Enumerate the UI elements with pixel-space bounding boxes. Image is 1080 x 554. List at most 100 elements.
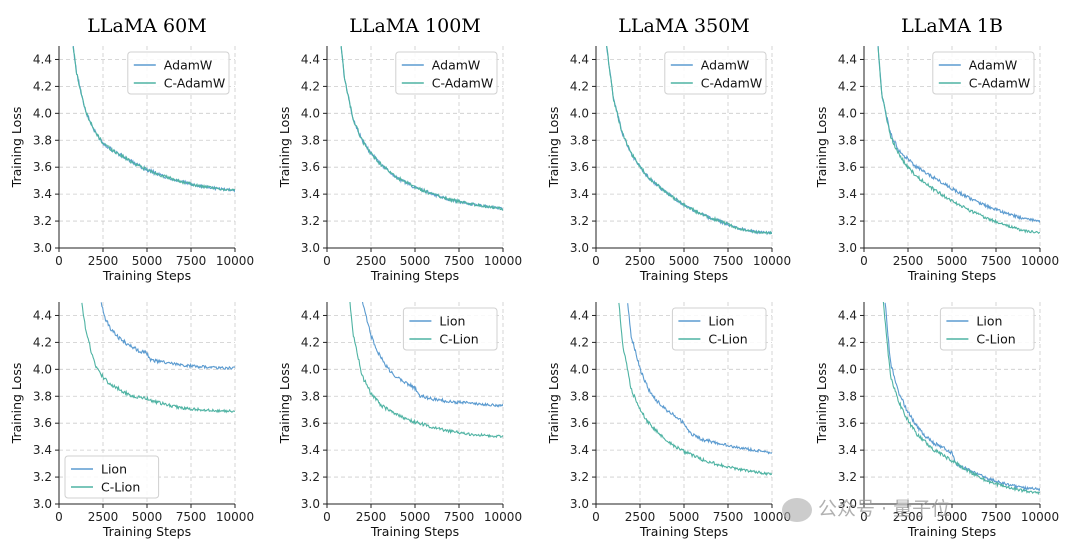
legend-label: C-AdamW bbox=[432, 76, 493, 91]
column-title: LLaMA 350M bbox=[618, 15, 750, 37]
x-axis-label: Training Steps bbox=[639, 268, 728, 283]
chart-panel: 0 2500 5000 7500 10000 3.0 3.2 3.4 3.6 3.8 4.0 4.2 4… bbox=[814, 46, 1059, 283]
y-tick-label: 3.4 bbox=[838, 187, 857, 201]
x-tick-label: 7500 bbox=[981, 510, 1012, 524]
y-tick-label: 3.4 bbox=[33, 187, 52, 201]
y-axis-label: Training Loss bbox=[9, 363, 24, 445]
column-title: LLaMA 1B bbox=[901, 15, 1003, 37]
y-axis-label: Training Loss bbox=[9, 107, 24, 189]
legend-label: AdamW bbox=[701, 58, 749, 73]
y-tick-label: 4.4 bbox=[301, 308, 320, 322]
series-line-lion bbox=[361, 302, 503, 408]
x-tick-label: 5000 bbox=[937, 510, 968, 524]
legend: Lion C-Lion bbox=[671, 307, 767, 351]
x-tick-label: 7500 bbox=[176, 510, 207, 524]
legend: AdamW C-AdamW bbox=[395, 51, 498, 95]
y-tick-label: 4.0 bbox=[838, 362, 857, 376]
legend: AdamW C-AdamW bbox=[127, 51, 230, 95]
y-tick-label: 3.6 bbox=[301, 416, 320, 430]
x-tick-label: 7500 bbox=[713, 254, 744, 268]
x-tick-label: 7500 bbox=[981, 254, 1012, 268]
x-tick-label: 5000 bbox=[132, 510, 163, 524]
x-tick-label: 5000 bbox=[400, 510, 431, 524]
y-tick-label: 4.4 bbox=[838, 52, 857, 66]
y-tick-label: 4.2 bbox=[838, 335, 857, 349]
y-tick-label: 4.0 bbox=[838, 106, 857, 120]
y-tick-label: 3.8 bbox=[33, 133, 52, 147]
y-tick-label: 3.4 bbox=[301, 187, 320, 201]
y-tick-label: 3.2 bbox=[301, 470, 320, 484]
y-tick-label: 3.2 bbox=[33, 214, 52, 228]
chart-panel: 0 2500 5000 7500 10000 3.0 3.2 3.4 3.6 3.8 4.0 4.2 4… bbox=[814, 302, 1059, 539]
series-line-c-lion bbox=[882, 302, 1040, 496]
legend-label: Lion bbox=[101, 462, 127, 477]
y-tick-label: 3.4 bbox=[301, 443, 320, 457]
x-axis-label: Training Steps bbox=[907, 524, 996, 539]
series-line-lion bbox=[627, 303, 772, 455]
y-tick-label: 3.2 bbox=[838, 470, 857, 484]
x-tick-label: 10000 bbox=[1021, 510, 1059, 524]
legend: AdamW C-AdamW bbox=[932, 51, 1035, 95]
x-axis-label: Training Steps bbox=[102, 524, 191, 539]
legend: AdamW C-AdamW bbox=[664, 51, 767, 95]
y-tick-label: 3.2 bbox=[570, 470, 589, 484]
series-line-adamw bbox=[72, 46, 235, 193]
x-tick-label: 2500 bbox=[625, 510, 656, 524]
y-tick-label: 4.0 bbox=[33, 106, 52, 120]
watermark: 公众号 · 量子位 bbox=[782, 494, 950, 522]
y-tick-label: 4.2 bbox=[301, 335, 320, 349]
legend: Lion C-Lion bbox=[402, 307, 498, 351]
column-title: LLaMA 100M bbox=[349, 15, 481, 37]
y-tick-label: 3.4 bbox=[33, 443, 52, 457]
y-tick-label: 3.6 bbox=[33, 416, 52, 430]
legend: Lion C-Lion bbox=[64, 455, 160, 499]
y-tick-label: 4.2 bbox=[33, 79, 52, 93]
y-tick-label: 4.0 bbox=[570, 106, 589, 120]
legend-label: Lion bbox=[439, 314, 465, 329]
wechat-icon bbox=[782, 497, 812, 522]
y-axis-label: Training Loss bbox=[814, 107, 829, 189]
y-tick-label: 3.8 bbox=[301, 389, 320, 403]
x-tick-label: 7500 bbox=[444, 510, 475, 524]
chart-panel: 0 2500 5000 7500 10000 3.0 3.2 3.4 3.6 3.8 4.0 4.2 4… bbox=[277, 302, 522, 539]
x-tick-label: 2500 bbox=[893, 510, 924, 524]
x-tick-label: 5000 bbox=[400, 254, 431, 268]
legend-label: C-Lion bbox=[439, 332, 478, 347]
x-tick-label: 0 bbox=[323, 510, 331, 524]
x-tick-label: 5000 bbox=[669, 254, 700, 268]
x-tick-label: 2500 bbox=[893, 254, 924, 268]
y-tick-label: 4.0 bbox=[33, 362, 52, 376]
y-axis-label: Training Loss bbox=[546, 363, 561, 445]
series-line-c-adamw bbox=[606, 46, 772, 235]
y-tick-label: 4.2 bbox=[570, 79, 589, 93]
y-tick-label: 4.4 bbox=[33, 308, 52, 322]
x-tick-label: 10000 bbox=[753, 254, 791, 268]
legend-label: C-Lion bbox=[101, 480, 140, 495]
x-tick-label: 7500 bbox=[713, 510, 744, 524]
y-tick-label: 4.2 bbox=[838, 79, 857, 93]
legend: Lion C-Lion bbox=[939, 307, 1035, 351]
x-tick-label: 0 bbox=[860, 254, 868, 268]
x-tick-label: 2500 bbox=[625, 254, 656, 268]
x-tick-label: 2500 bbox=[88, 510, 119, 524]
x-axis-label: Training Steps bbox=[370, 268, 459, 283]
y-tick-label: 3.2 bbox=[570, 214, 589, 228]
y-tick-label: 3.6 bbox=[570, 416, 589, 430]
y-tick-label: 3.8 bbox=[301, 133, 320, 147]
legend-label: C-AdamW bbox=[969, 76, 1030, 91]
y-tick-label: 3.6 bbox=[301, 160, 320, 174]
y-tick-label: 3.4 bbox=[838, 443, 857, 457]
y-tick-label: 3.0 bbox=[838, 497, 857, 511]
x-axis-label: Training Steps bbox=[907, 268, 996, 283]
x-tick-label: 10000 bbox=[216, 510, 254, 524]
series-line-c-lion bbox=[349, 302, 503, 439]
y-tick-label: 3.0 bbox=[838, 241, 857, 255]
y-tick-label: 3.0 bbox=[33, 241, 52, 255]
x-tick-label: 0 bbox=[55, 254, 63, 268]
series-line-c-lion bbox=[618, 302, 772, 477]
y-tick-label: 4.4 bbox=[301, 52, 320, 66]
y-tick-label: 3.0 bbox=[301, 241, 320, 255]
y-tick-label: 3.6 bbox=[33, 160, 52, 174]
chart-panel: 0 2500 5000 7500 10000 3.0 3.2 3.4 3.6 3.8 4.0 4.2 4… bbox=[546, 302, 791, 539]
y-tick-label: 3.8 bbox=[570, 133, 589, 147]
